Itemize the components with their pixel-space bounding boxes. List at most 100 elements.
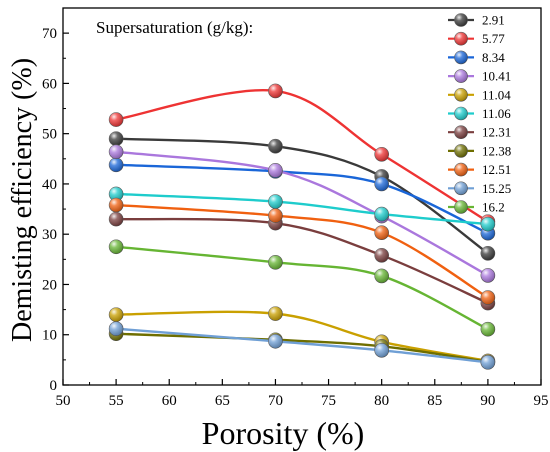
data-point-shade — [109, 212, 124, 227]
x-tick-label: 50 — [56, 393, 71, 409]
series-11.04 — [108, 306, 496, 369]
legend-label: 16.2 — [482, 200, 505, 215]
data-point-shade — [480, 290, 495, 305]
y-tick-label: 40 — [42, 177, 57, 193]
annotation-label: Supersaturation (g/kg): — [96, 18, 253, 37]
legend-label: 5.77 — [482, 31, 505, 46]
y-tick-label: 10 — [42, 328, 57, 344]
x-tick-label: 95 — [534, 393, 549, 409]
legend-item: 10.41 — [448, 69, 511, 84]
series-line — [116, 137, 489, 255]
legend-marker-shade — [454, 125, 468, 139]
legend-label: 12.38 — [482, 143, 511, 158]
series-line — [115, 150, 489, 277]
data-point-shade — [480, 355, 495, 370]
legend: 2.91 5.77 8.34 10.41 11.04 11.06 12.31 12.38 12.… — [448, 13, 511, 215]
plot-frame — [62, 7, 542, 386]
legend-item: 12.51 — [448, 162, 511, 177]
data-point-shade — [109, 321, 124, 336]
legend-item: 11.04 — [448, 87, 511, 102]
series-line — [115, 89, 489, 223]
series-line — [116, 332, 489, 364]
y-axis-title: Demisting efficiency (%) — [7, 58, 38, 342]
data-point-shade — [109, 239, 124, 254]
legend-marker-shade — [454, 200, 468, 214]
series-layer — [108, 83, 496, 370]
data-point-shade — [374, 147, 389, 162]
series-line — [116, 310, 489, 363]
y-tick-label: 20 — [42, 277, 57, 293]
legend-item: 12.31 — [448, 125, 511, 140]
data-point-shade — [480, 268, 495, 283]
data-point-shade — [268, 194, 283, 209]
legend-marker-shade — [454, 107, 468, 120]
data-point-shade — [109, 307, 124, 322]
legend-marker-shade — [454, 163, 468, 177]
legend-marker-shade — [454, 32, 468, 46]
x-tick-label: 55 — [109, 393, 124, 409]
legend-marker-shade — [454, 144, 468, 158]
data-point-shade — [480, 322, 495, 337]
data-point-shade — [109, 186, 124, 201]
legend-marker-shade — [454, 69, 468, 83]
legend-label: 12.31 — [482, 125, 511, 140]
y-tick-label: 70 — [42, 26, 57, 42]
series-12.31 — [108, 211, 496, 311]
data-point-shade — [268, 255, 283, 270]
series-line — [116, 192, 489, 226]
x-tick-label: 65 — [215, 393, 230, 409]
series-15.25 — [108, 321, 496, 370]
data-point-shade — [268, 163, 283, 178]
x-tick-label: 85 — [427, 393, 442, 409]
data-point-shade — [374, 248, 389, 263]
series-16.2 — [108, 239, 496, 337]
legend-item: 8.34 — [448, 50, 505, 65]
data-point-shade — [268, 139, 283, 154]
x-tick-label: 80 — [374, 393, 389, 409]
legend-item: 16.2 — [448, 200, 505, 215]
data-point-shade — [374, 343, 389, 358]
series-line — [116, 163, 489, 235]
legend-item: 12.38 — [448, 143, 511, 158]
legend-label: 15.25 — [482, 181, 511, 196]
data-point-shade — [480, 246, 495, 261]
legend-label: 2.91 — [482, 13, 505, 28]
legend-marker-shade — [454, 181, 468, 195]
legend-label: 11.06 — [482, 106, 511, 121]
data-point-shade — [109, 198, 124, 213]
series-line — [116, 327, 489, 364]
x-tick-label: 90 — [480, 393, 495, 409]
series-line — [116, 203, 489, 299]
data-point-shade — [374, 176, 389, 191]
legend-marker-shade — [454, 50, 468, 64]
legend-marker-shade — [454, 13, 468, 27]
legend-item: 2.91 — [448, 13, 505, 28]
legend-marker-shade — [454, 88, 468, 102]
y-tick-label: 0 — [50, 378, 58, 394]
axis-ticks: 50 55 60 65 70 75 80 85 90 95 0 10 20 30 40 50 60 70 — [42, 26, 549, 409]
x-axis-title: Porosity (%) — [202, 415, 365, 451]
legend-label: 12.51 — [482, 162, 511, 177]
y-tick-label: 30 — [42, 227, 57, 243]
data-point-shade — [268, 83, 283, 98]
legend-item: 15.25 — [448, 181, 511, 196]
legend-item: 5.77 — [448, 31, 505, 46]
data-point-shade — [374, 268, 389, 283]
series-12.51 — [108, 197, 496, 305]
data-point-shade — [480, 217, 495, 232]
data-point-shade — [109, 144, 124, 159]
data-point-shade — [268, 208, 283, 223]
series-line — [116, 217, 489, 305]
y-tick-label: 60 — [42, 76, 57, 92]
legend-label: 11.04 — [482, 87, 511, 102]
x-tick-label: 70 — [268, 393, 283, 409]
legend-label: 8.34 — [482, 50, 505, 65]
data-point-shade — [268, 306, 283, 321]
y-tick-label: 50 — [42, 127, 57, 143]
legend-item: 11.06 — [448, 106, 511, 121]
data-point-shade — [109, 112, 124, 127]
x-tick-label: 60 — [162, 393, 177, 409]
data-point-shade — [268, 334, 283, 349]
data-point-shade — [374, 225, 389, 240]
